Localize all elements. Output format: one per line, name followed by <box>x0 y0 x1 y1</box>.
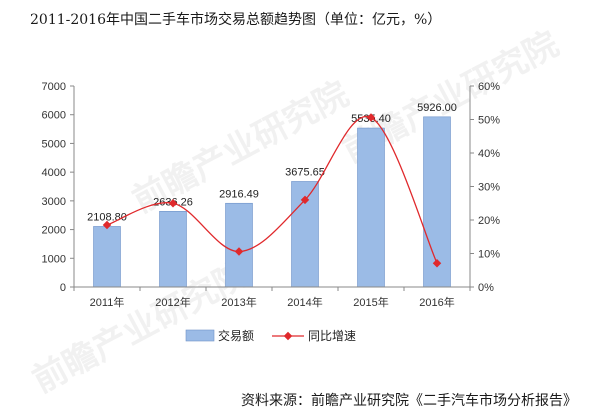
legend-swatch-bar <box>185 329 215 342</box>
line-series <box>102 113 442 268</box>
y-right-tick-label: 50% <box>478 115 500 127</box>
line-point <box>432 258 442 268</box>
bar-series: 2108.802636.262916.493675.655535.405926.… <box>87 102 457 288</box>
bar-data-label: 2916.49 <box>219 188 259 200</box>
x-tick-label: 2011年 <box>90 295 125 309</box>
y-left-tick-label: 5000 <box>42 138 66 150</box>
bar <box>423 116 451 288</box>
source-note: 资料来源：前瞻产业研究院《二手汽车市场分析报告》 <box>241 393 577 409</box>
y-right-tick-label: 0% <box>478 282 494 294</box>
legend-label-bar: 交易额 <box>218 328 254 343</box>
x-tick-label: 2016年 <box>419 295 454 309</box>
bar <box>93 226 121 288</box>
y-left-tick-label: 0 <box>60 282 66 294</box>
line-point <box>366 113 376 122</box>
bar <box>159 211 187 288</box>
x-tick-label: 2012年 <box>155 295 190 309</box>
y-left-tick-label: 3000 <box>42 196 66 208</box>
y-right-tick-label: 20% <box>478 215 500 227</box>
bar-data-label: 3675.65 <box>285 166 325 178</box>
y-right-tick-label: 40% <box>478 148 500 160</box>
legend-swatch-marker <box>283 331 293 341</box>
x-tick-label: 2014年 <box>287 295 322 309</box>
line-point <box>168 199 178 208</box>
y-left-tick-label: 6000 <box>42 110 66 122</box>
y-left-tick-label: 1000 <box>42 253 66 265</box>
axes: 0 1000 2000 3000 4000 5000 6000 7000 0% 10% 20% 30%… <box>42 81 501 309</box>
chart-title: 2011-2016年中国二手车市场交易总额趋势图（单位：亿元，%） <box>30 12 442 28</box>
y-left-tick-label: 7000 <box>42 81 66 93</box>
line-point <box>102 220 112 230</box>
y-right-tick-label: 30% <box>478 182 500 194</box>
bar <box>357 127 385 288</box>
y-left-tick-label: 2000 <box>42 225 66 237</box>
x-tick-label: 2013年 <box>221 295 256 309</box>
chart-area: 2108.802636.262916.493675.655535.405926.… <box>42 81 501 343</box>
bar <box>225 202 253 288</box>
y-left-tick-label: 4000 <box>42 167 66 179</box>
line-point <box>234 247 244 256</box>
growth-line <box>106 115 438 264</box>
y-right-tick-label: 10% <box>478 249 500 261</box>
y-right-tick-label: 60% <box>478 81 500 93</box>
x-tick-label: 2015年 <box>353 295 388 309</box>
legend: 交易额 同比增速 <box>185 328 356 343</box>
line-point <box>300 195 310 205</box>
legend-label-line: 同比增速 <box>308 329 356 343</box>
bar-data-label: 5926.00 <box>417 102 457 114</box>
